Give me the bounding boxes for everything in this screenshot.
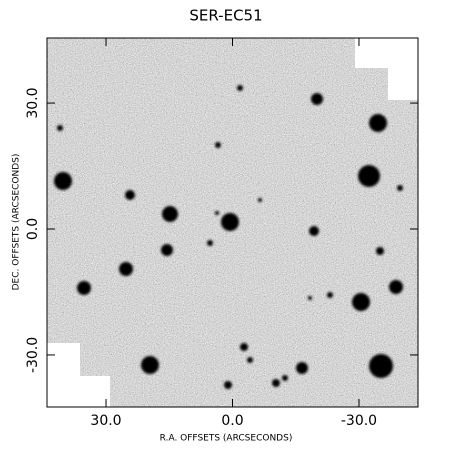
star [207, 240, 213, 246]
star [376, 247, 384, 255]
star [221, 213, 239, 231]
star [296, 362, 308, 374]
star [215, 142, 221, 148]
star [161, 244, 173, 256]
star [369, 114, 387, 132]
star [327, 292, 333, 298]
y-tick-label: -30.0 [25, 337, 41, 373]
star [397, 185, 403, 191]
star [369, 354, 393, 378]
star [224, 381, 232, 389]
x-axis-label: R.A. OFFSETS (ARCSECONDS) [160, 434, 293, 444]
star [272, 379, 280, 387]
star [309, 226, 319, 236]
star [389, 280, 403, 294]
y-tick-label: 30.0 [25, 87, 41, 118]
star [258, 198, 262, 202]
star [311, 93, 323, 105]
star [162, 206, 178, 222]
y-tick-label: 0.0 [25, 218, 41, 240]
star [237, 85, 243, 91]
star [119, 262, 133, 276]
star [247, 357, 253, 363]
y-axis-label: DEC. OFFSETS (ARCSECONDS) [12, 154, 22, 291]
star [125, 190, 135, 200]
x-tick-label: 0.0 [221, 413, 243, 429]
star [352, 293, 370, 311]
star [141, 356, 159, 374]
star [240, 343, 248, 351]
chart-title: SER-EC51 [189, 7, 262, 25]
star [77, 281, 91, 295]
x-tick-label: 30.0 [90, 413, 121, 429]
star [282, 375, 288, 381]
star [308, 296, 312, 300]
star [358, 165, 380, 187]
star [54, 172, 72, 190]
x-tick-label: -30.0 [341, 413, 377, 429]
star [57, 125, 63, 131]
star [215, 211, 219, 215]
image [47, 38, 418, 407]
